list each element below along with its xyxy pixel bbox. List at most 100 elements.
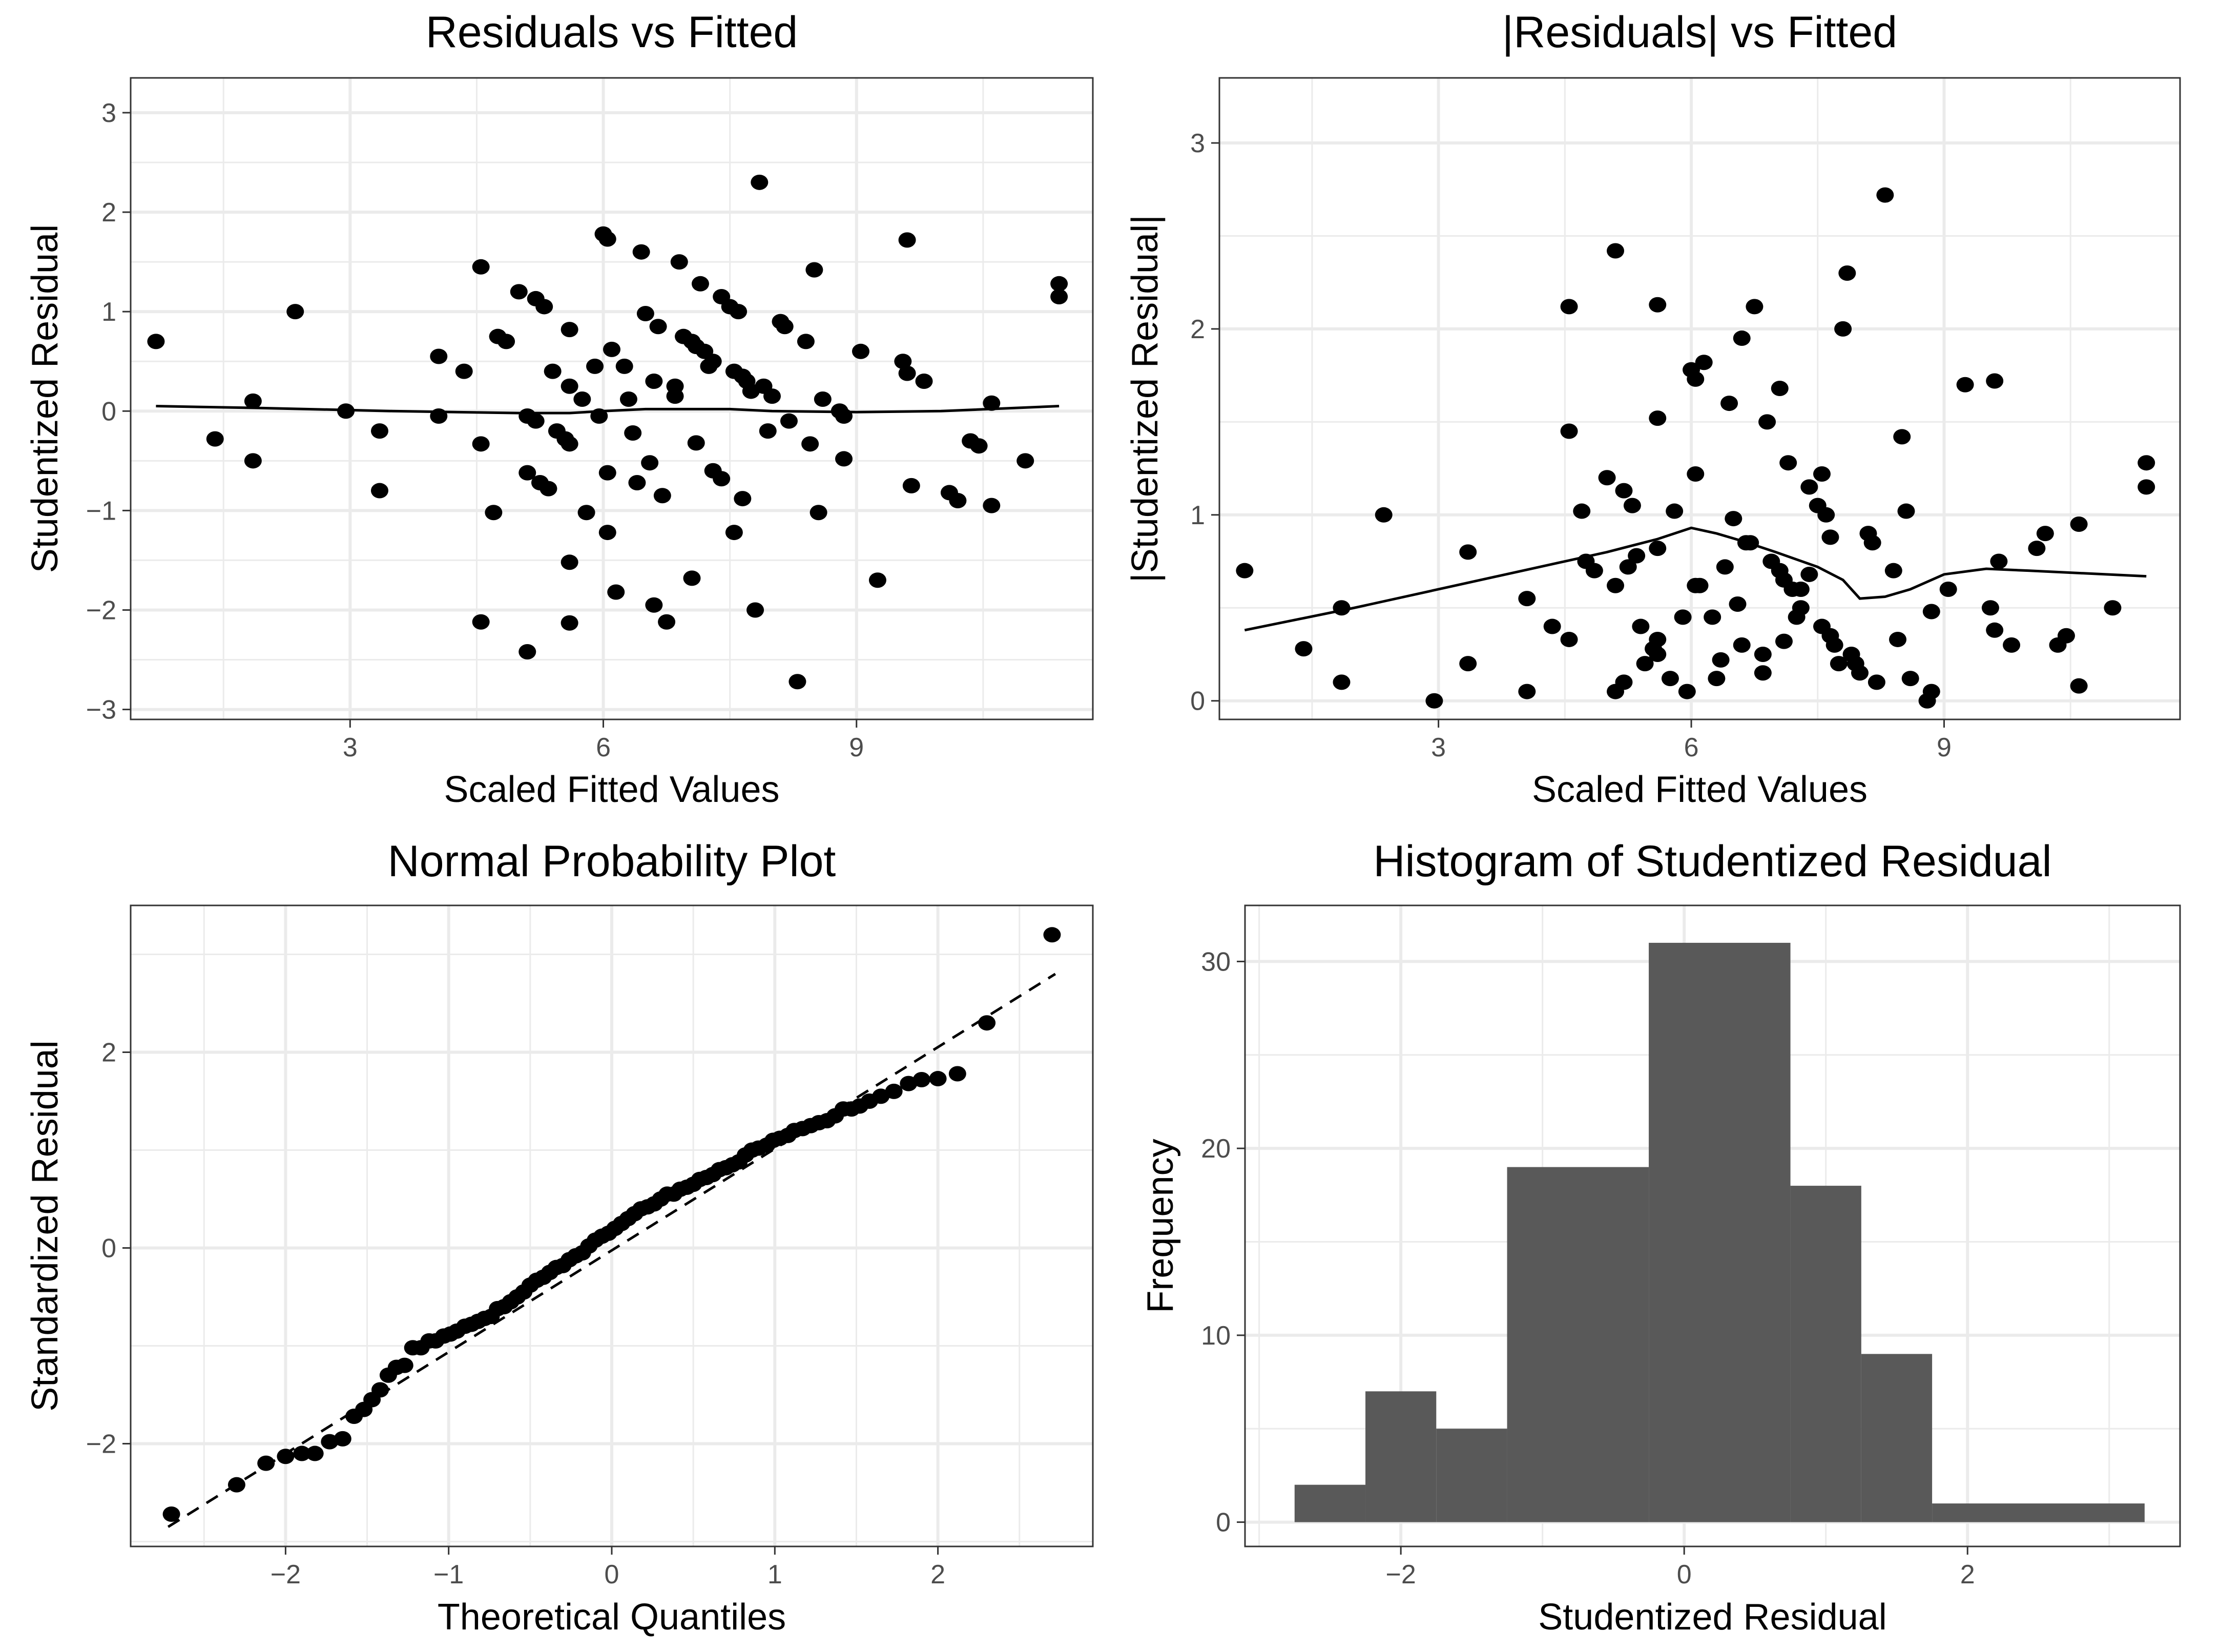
y-axis-title: Studentized Residual	[25, 224, 66, 573]
data-point	[1518, 684, 1536, 699]
y-tick-label: 30	[1201, 947, 1231, 977]
smoother-line	[1244, 526, 2147, 632]
data-point	[1236, 563, 1254, 579]
data-point	[472, 436, 490, 452]
grid	[131, 905, 1093, 1546]
panel-title: Histogram of Studentized Residual	[1373, 837, 2051, 886]
y-tick-label: 20	[1201, 1134, 1231, 1164]
data-point	[1986, 622, 2004, 638]
axis-ticks: 3 6 9 0 1 2 3	[1190, 129, 1952, 762]
grid	[1219, 78, 2180, 719]
x-axis-title: Scaled Fitted Values	[1532, 769, 1868, 810]
data-point	[1615, 674, 1633, 690]
x-tick-label: 6	[596, 733, 611, 762]
y-tick-label: −3	[86, 695, 116, 725]
data-point	[619, 391, 637, 407]
x-axis-title: Studentized Residual	[1538, 1597, 1886, 1638]
data-point	[1607, 577, 1625, 593]
data-point	[780, 413, 798, 429]
data-point	[2028, 541, 2046, 556]
data-point	[1779, 455, 1797, 471]
histogram-bar	[1932, 1503, 2145, 1522]
x-tick-label: 9	[849, 733, 864, 762]
data-point	[1661, 671, 1679, 687]
data-point	[1986, 373, 2004, 389]
data-point	[1649, 410, 1667, 426]
data-point	[645, 374, 663, 389]
data-point	[1649, 541, 1667, 556]
data-point	[540, 481, 557, 497]
data-point	[1956, 377, 1974, 393]
data-point	[759, 423, 777, 439]
data-point	[1615, 483, 1633, 499]
x-tick-label: 6	[1684, 733, 1699, 762]
data-point	[1708, 671, 1726, 687]
data-point	[371, 1382, 389, 1398]
data-point	[902, 478, 920, 493]
data-point	[1771, 381, 1789, 397]
data-point	[2036, 526, 2054, 542]
data-point	[1939, 581, 1957, 597]
data-point	[1825, 637, 1843, 653]
y-tick-label: 0	[101, 397, 116, 426]
panel-1: 3 6 9 −3 −2 −1 0 1 2 3 Residuals vs Fitted Scaled F…	[25, 8, 1094, 810]
data-point	[1704, 609, 1721, 625]
data-point	[162, 1506, 180, 1522]
data-point	[872, 1088, 890, 1104]
data-point	[603, 341, 620, 357]
data-point	[949, 492, 967, 508]
data-points	[162, 927, 1061, 1522]
data-point	[915, 374, 933, 389]
data-point	[983, 395, 1001, 411]
y-axis-title: |Studentized Residual|	[1125, 215, 1166, 583]
y-axis-title: Standardized Residual	[25, 1040, 66, 1411]
data-point	[725, 525, 743, 541]
data-point	[1817, 507, 1835, 523]
smoother-line	[156, 405, 1060, 415]
data-point	[810, 505, 827, 521]
data-point	[1333, 674, 1351, 690]
data-point	[1720, 396, 1738, 411]
data-point	[1375, 507, 1393, 523]
data-point	[1459, 544, 1477, 560]
data-point	[334, 1431, 351, 1447]
data-point	[624, 425, 642, 441]
data-point	[1425, 693, 1443, 709]
data-point	[561, 378, 578, 394]
data-point	[370, 483, 388, 499]
data-point	[797, 334, 815, 349]
data-point	[1050, 276, 1068, 292]
data-point	[894, 354, 912, 369]
data-point	[912, 1071, 930, 1087]
data-point	[1813, 466, 1831, 482]
data-point	[1733, 637, 1751, 653]
x-tick-label: 3	[1431, 733, 1446, 762]
data-point	[1821, 529, 1839, 545]
data-point	[1678, 684, 1696, 699]
data-point	[472, 259, 490, 275]
y-tick-label: 3	[101, 98, 116, 128]
data-point	[632, 244, 650, 260]
data-point	[1758, 414, 1776, 430]
data-point	[147, 334, 165, 349]
data-point	[776, 319, 794, 335]
data-point	[573, 391, 591, 407]
data-point	[1043, 927, 1061, 943]
data-point	[257, 1455, 275, 1471]
panel-title: Residuals vs Fitted	[426, 8, 798, 57]
data-point	[306, 1446, 324, 1461]
y-tick-label: 0	[1190, 687, 1205, 716]
data-point	[1295, 641, 1313, 657]
histogram-bar	[1507, 1167, 1649, 1522]
panel-border	[1244, 904, 2181, 1547]
data-point	[1666, 503, 1684, 519]
reference-line	[167, 973, 1056, 1528]
data-point	[852, 343, 869, 359]
data-point	[518, 465, 536, 481]
data-point	[396, 1357, 413, 1373]
data-point	[948, 1066, 966, 1082]
data-point	[1636, 656, 1654, 672]
y-tick-label: −2	[86, 595, 116, 625]
data-point	[751, 174, 769, 190]
data-point	[691, 276, 709, 292]
